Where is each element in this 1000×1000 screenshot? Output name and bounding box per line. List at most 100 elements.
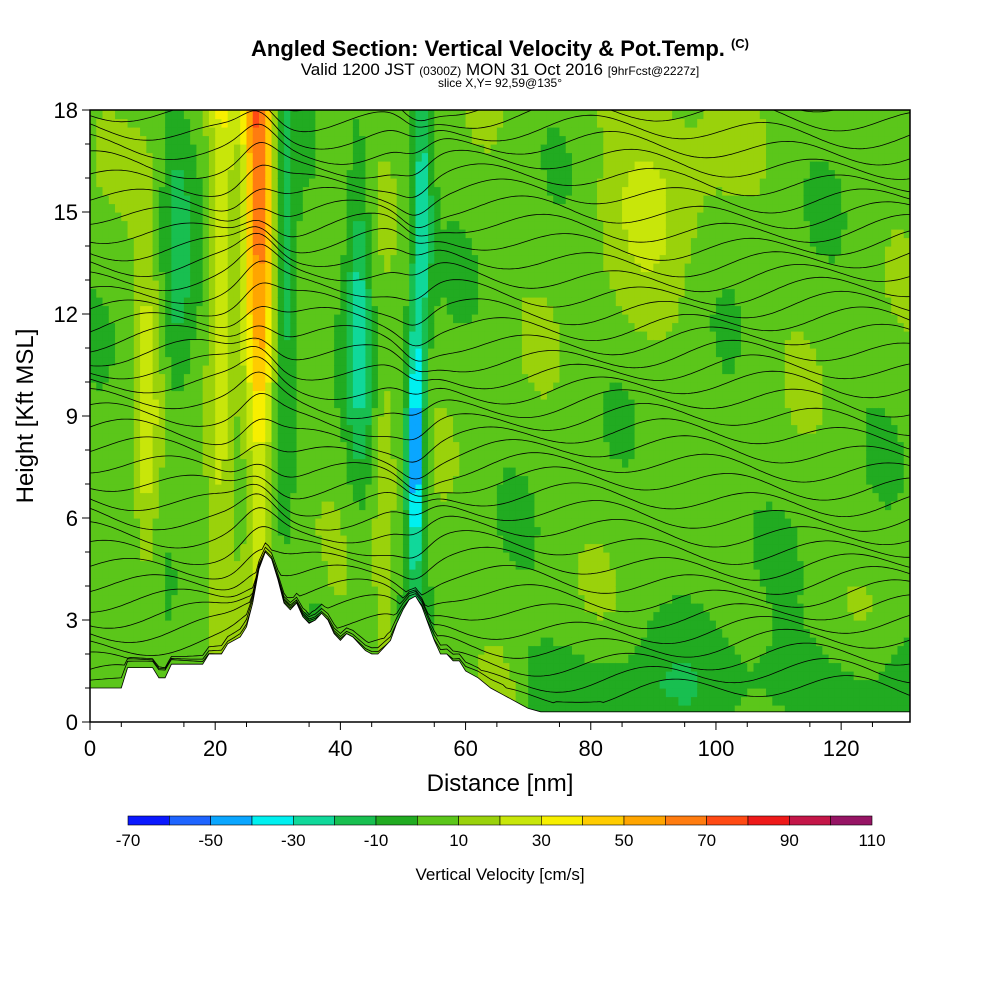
velocity-cell (127, 186, 135, 196)
velocity-cell (334, 220, 341, 230)
velocity-cell (446, 144, 454, 154)
velocity-cell (302, 237, 310, 247)
velocity-cell (409, 322, 417, 332)
velocity-cell (490, 220, 498, 230)
velocity-cell (453, 628, 460, 638)
velocity-cell (434, 237, 442, 247)
velocity-cell (515, 356, 523, 366)
velocity-cell (509, 671, 517, 681)
velocity-cell (428, 297, 435, 307)
velocity-cell (221, 441, 229, 451)
velocity-cell (146, 331, 154, 341)
velocity-cell (127, 433, 135, 443)
velocity-cell (484, 569, 492, 579)
velocity-cell (453, 322, 460, 332)
velocity-cell (309, 322, 316, 332)
velocity-cell (396, 169, 404, 179)
velocity-cell (484, 297, 492, 307)
velocity-cell (377, 467, 385, 477)
velocity-cell (446, 535, 454, 545)
velocity-cell (140, 441, 147, 451)
velocity-cell (377, 305, 385, 315)
velocity-cell (390, 152, 398, 162)
velocity-cell (115, 484, 122, 494)
velocity-cell (165, 458, 172, 468)
velocity-cell (352, 577, 360, 587)
velocity-cell (315, 110, 323, 120)
velocity-cell (133, 161, 141, 171)
velocity-cell (415, 331, 423, 341)
velocity-cell (127, 280, 135, 290)
velocity-cell (233, 467, 241, 477)
velocity-cell (183, 637, 191, 647)
velocity-cell (396, 297, 404, 307)
velocity-cell (140, 526, 147, 536)
velocity-cell (140, 433, 147, 443)
velocity-cell (465, 475, 473, 485)
velocity-cell (296, 518, 304, 528)
velocity-cell (133, 518, 141, 528)
velocity-cell (446, 288, 454, 298)
velocity-cell (240, 535, 248, 545)
velocity-cell (246, 577, 254, 587)
velocity-cell (158, 390, 166, 400)
velocity-cell (240, 365, 248, 375)
velocity-cell (183, 280, 191, 290)
velocity-cell (196, 288, 204, 298)
velocity-cell (321, 577, 329, 587)
velocity-cell (365, 280, 373, 290)
velocity-cell (465, 229, 473, 239)
velocity-cell (434, 254, 442, 264)
velocity-cell (271, 526, 279, 536)
velocity-cell (202, 518, 210, 528)
velocity-cell (309, 229, 316, 239)
velocity-cell (515, 288, 523, 298)
velocity-cell (515, 152, 523, 162)
velocity-cell (171, 467, 179, 477)
velocity-cell (484, 110, 492, 120)
velocity-cell (484, 118, 492, 128)
velocity-cell (365, 552, 373, 562)
velocity-cell (202, 441, 210, 451)
velocity-cell (377, 280, 385, 290)
velocity-cell (340, 288, 348, 298)
velocity-cell (115, 467, 122, 477)
velocity-cell (90, 509, 97, 519)
velocity-cell (509, 118, 517, 128)
velocity-cell (402, 118, 410, 128)
velocity-cell (115, 569, 122, 579)
velocity-cell (284, 356, 291, 366)
velocity-cell (190, 484, 198, 494)
velocity-cell (196, 322, 204, 332)
velocity-cell (252, 135, 260, 145)
velocity-cell (96, 161, 104, 171)
velocity-cell (90, 679, 97, 689)
velocity-cell (233, 229, 241, 239)
velocity-cell (490, 620, 498, 630)
velocity-cell (340, 331, 348, 341)
velocity-cell (496, 535, 504, 545)
velocity-cell (246, 288, 254, 298)
velocity-cell (359, 322, 367, 332)
velocity-cell (315, 169, 323, 179)
velocity-cell (121, 297, 129, 307)
velocity-cell (202, 594, 210, 604)
velocity-cell (183, 152, 191, 162)
velocity-cell (465, 603, 473, 613)
velocity-cell (196, 552, 204, 562)
velocity-cell (246, 475, 254, 485)
velocity-cell (284, 382, 291, 392)
velocity-cell (340, 186, 348, 196)
velocity-cell (490, 441, 498, 451)
velocity-cell (390, 161, 398, 171)
velocity-cell (509, 560, 517, 570)
velocity-cell (102, 118, 110, 128)
velocity-cell (165, 654, 172, 664)
velocity-cell (96, 535, 104, 545)
velocity-cell (421, 458, 429, 468)
velocity-cell (271, 118, 279, 128)
velocity-cell (421, 543, 429, 553)
velocity-cell (446, 433, 454, 443)
velocity-cell (421, 399, 429, 409)
velocity-cell (471, 450, 479, 460)
